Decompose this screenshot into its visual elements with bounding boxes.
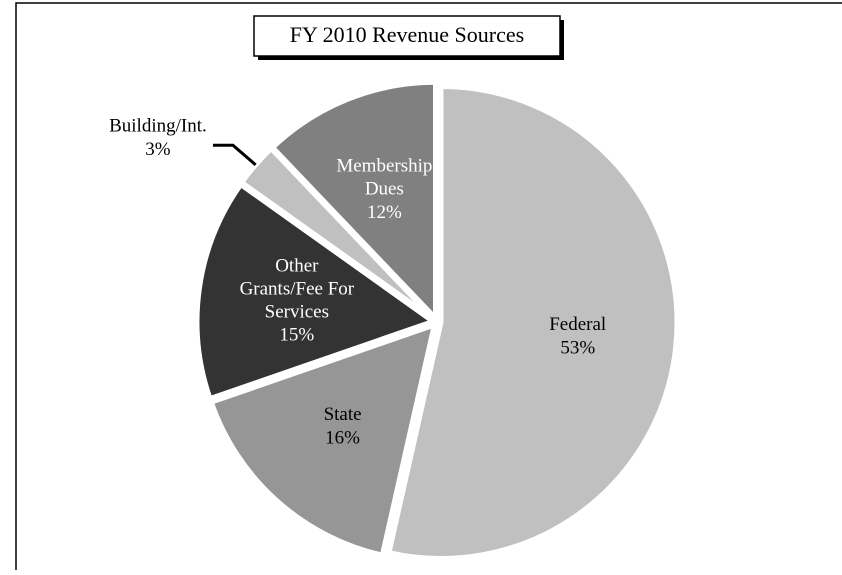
- frame: [15, 2, 842, 570]
- category-label: Federal: [549, 315, 606, 336]
- leader-line: [212, 143, 257, 166]
- chart-title: FY 2010 Revenue Sources: [290, 22, 524, 47]
- title-box: [253, 15, 561, 57]
- category-label: Building/Int.: [109, 116, 207, 137]
- value-label: 3%: [145, 139, 171, 160]
- value-label: 53%: [560, 338, 595, 359]
- category-label: Other Grants/Fee For Services: [240, 256, 355, 323]
- pie-slice: [208, 321, 438, 559]
- value-label: 16%: [325, 427, 360, 448]
- value-label: 12%: [367, 202, 402, 223]
- pie-slice: [385, 83, 680, 561]
- pie-slice: [269, 79, 439, 325]
- value-label: 15%: [279, 325, 314, 346]
- pie: [194, 79, 680, 561]
- category-label: Membership Dues: [336, 156, 432, 200]
- category-label: State: [324, 404, 362, 425]
- pie-slice: [194, 181, 439, 402]
